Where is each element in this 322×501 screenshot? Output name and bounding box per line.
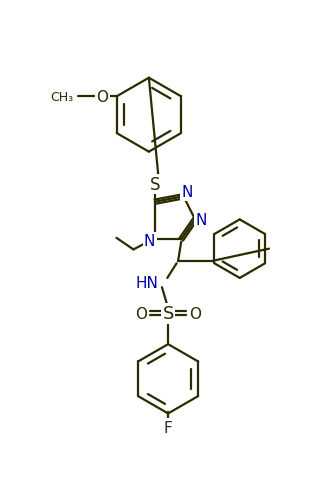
Text: CH₃: CH₃ <box>51 91 74 104</box>
Text: HN: HN <box>135 276 158 291</box>
Text: S: S <box>150 176 160 193</box>
Text: N: N <box>144 234 155 249</box>
Text: O: O <box>135 306 147 321</box>
Text: N: N <box>195 212 207 227</box>
Text: S: S <box>162 305 174 323</box>
Text: F: F <box>164 420 173 435</box>
Text: O: O <box>189 306 201 321</box>
Text: O: O <box>96 90 108 105</box>
Text: N: N <box>182 185 193 200</box>
